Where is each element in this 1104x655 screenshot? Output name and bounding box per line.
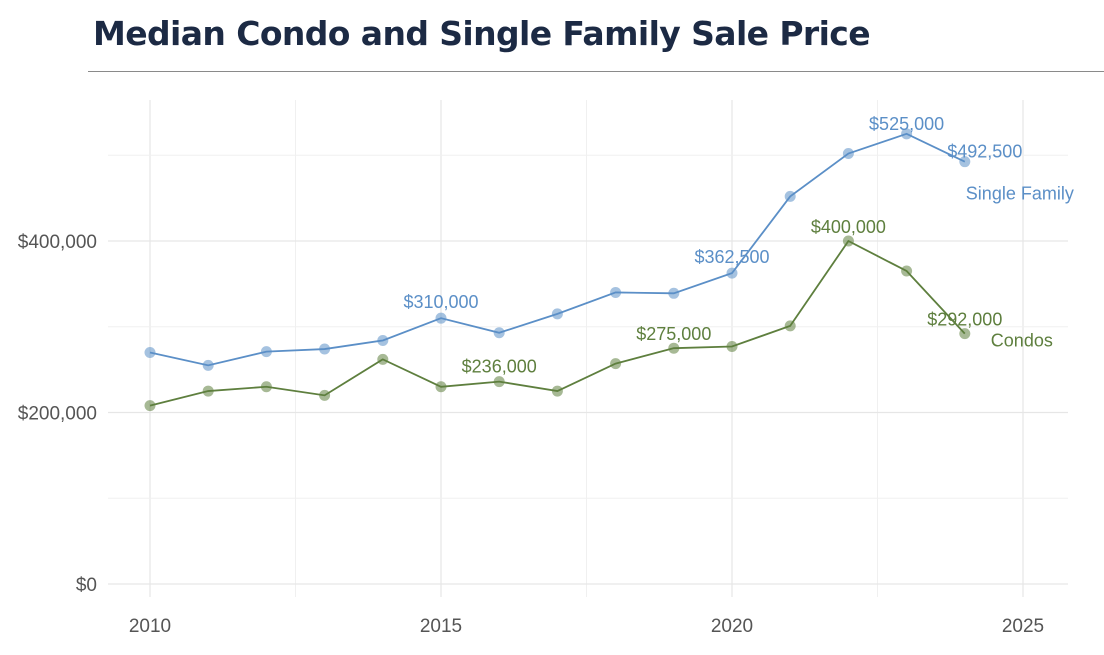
data-point <box>726 267 738 279</box>
series-line-1 <box>149 239 966 407</box>
data-point <box>842 235 854 247</box>
data-point <box>435 381 447 393</box>
x-tick-label: 2010 <box>129 616 171 637</box>
y-tick-label: $400,000 <box>18 232 97 253</box>
data-point <box>260 346 272 358</box>
data-point <box>668 287 680 299</box>
data-point <box>959 328 971 340</box>
data-point <box>202 359 214 371</box>
data-labels-layer: $310,000 $362,500 $525,000$492,500 Single F… <box>403 114 1073 377</box>
data-point <box>202 385 214 397</box>
data-label: $310,000 <box>403 292 478 312</box>
data-point <box>668 342 680 354</box>
series-name-label: Single Family <box>966 184 1074 204</box>
data-point <box>551 385 563 397</box>
data-point <box>377 353 389 365</box>
x-tick-label: 2020 <box>711 616 753 637</box>
x-axis-ticks: 2010 2015 2020 2025 <box>129 616 1044 637</box>
data-point <box>377 334 389 346</box>
data-label: $236,000 <box>462 357 537 377</box>
data-point <box>901 128 913 140</box>
data-point <box>493 327 505 339</box>
data-point <box>493 376 505 388</box>
data-label: $292,000 <box>927 310 1002 330</box>
data-label: $492,500 <box>947 142 1022 162</box>
data-point <box>610 358 622 370</box>
data-point <box>784 320 796 332</box>
x-tick-label: 2025 <box>1002 616 1044 637</box>
y-tick-label: $200,000 <box>18 404 97 425</box>
series-layer <box>144 128 971 412</box>
data-point <box>319 343 331 355</box>
data-point <box>959 156 971 168</box>
data-label: $362,500 <box>694 247 769 267</box>
data-point <box>144 346 156 358</box>
data-point <box>435 312 447 324</box>
title-divider <box>88 71 1104 72</box>
data-point <box>901 265 913 277</box>
data-point <box>260 381 272 393</box>
chart-title: Median Condo and Single Family Sale Pric… <box>93 14 871 53</box>
data-point <box>784 190 796 202</box>
data-point <box>842 148 854 160</box>
data-point <box>551 308 563 320</box>
data-point <box>144 400 156 412</box>
grid-lines <box>108 100 1068 597</box>
y-axis-ticks: $0 $200,000 $400,000 <box>18 232 97 596</box>
data-label: $275,000 <box>636 324 711 344</box>
data-label: $525,000 <box>869 114 944 134</box>
series-name-label: Condos <box>991 331 1053 351</box>
data-point <box>319 389 331 401</box>
x-tick-label: 2015 <box>420 616 462 637</box>
y-tick-label: $0 <box>76 575 97 596</box>
data-point <box>610 286 622 298</box>
data-point <box>726 340 738 352</box>
data-label: $400,000 <box>811 217 886 237</box>
